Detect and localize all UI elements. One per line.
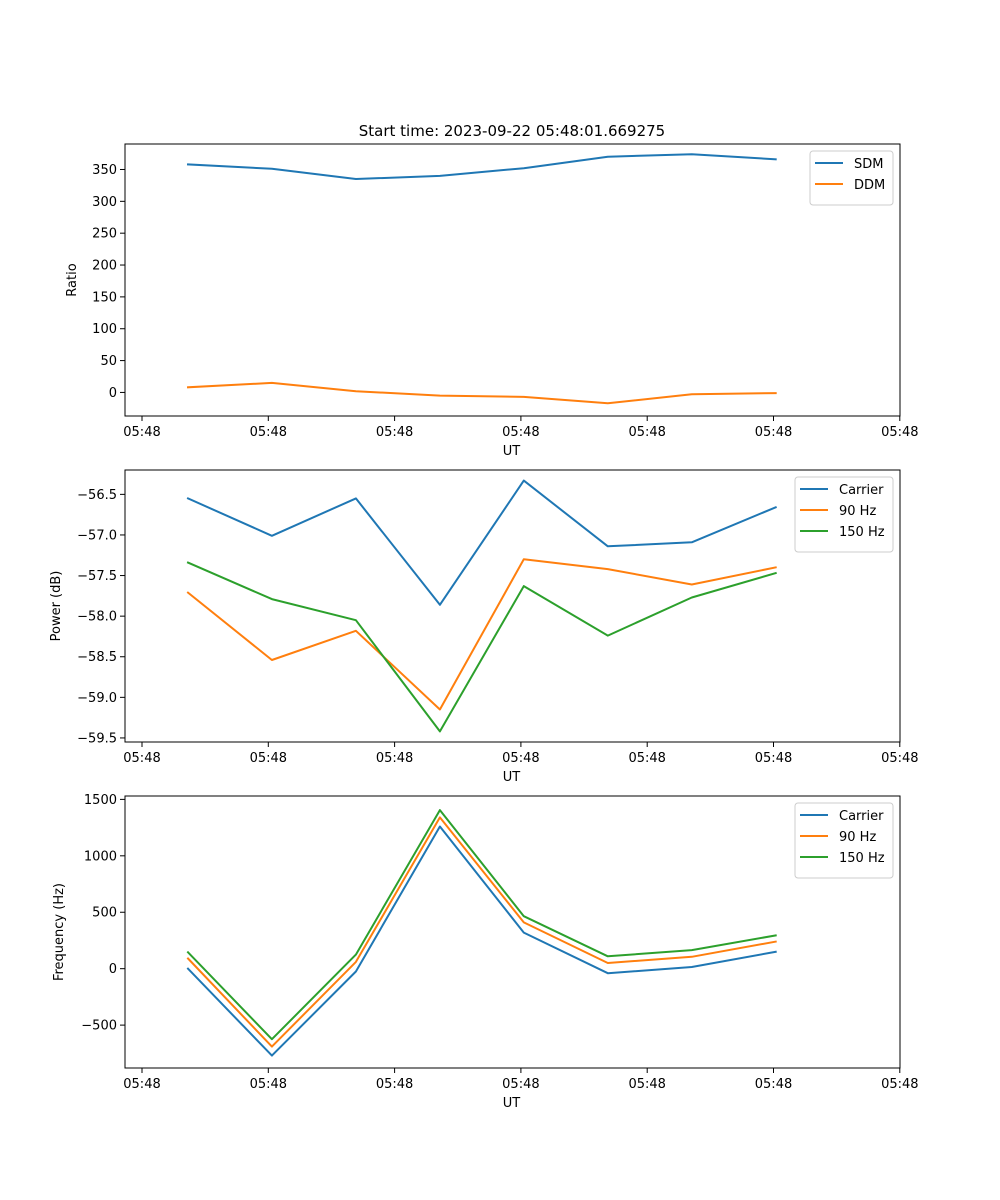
series-line-150-hz (186, 561, 777, 733)
legend-label: DDM (854, 178, 885, 193)
x-tick-label: 05:48 (250, 751, 287, 766)
y-tick-label: −58.5 (77, 650, 117, 665)
y-tick-label: 200 (92, 259, 117, 274)
series-line-90-hz (186, 816, 777, 1048)
y-tick-label: 250 (92, 227, 117, 242)
y-tick-label: 150 (92, 290, 117, 305)
x-tick-label: 05:48 (755, 425, 792, 440)
x-tick-label: 05:48 (881, 425, 918, 440)
y-tick-label: −57.0 (77, 528, 117, 543)
axes-frame (124, 143, 901, 417)
x-tick-label: 05:48 (376, 1077, 413, 1092)
x-tick-label: 05:48 (502, 751, 539, 766)
x-tick-label: 05:48 (628, 425, 665, 440)
series-line-ddm (186, 381, 777, 405)
series-line-90-hz (186, 558, 777, 711)
frequency-panel: 05:4805:4805:4805:4805:4805:4805:4805:49… (52, 793, 919, 1111)
y-tick-label: −58.0 (77, 610, 117, 625)
x-tick-label: 05:48 (123, 425, 160, 440)
x-tick-label: 05:48 (881, 751, 918, 766)
y-tick-label: 300 (92, 195, 117, 210)
legend-label: 150 Hz (839, 525, 885, 540)
legend-label: 90 Hz (839, 830, 876, 845)
legend-label: SDM (854, 157, 883, 172)
x-tick-label: 05:48 (250, 425, 287, 440)
axes-frame (124, 795, 901, 1069)
series-line-carrier (186, 479, 778, 606)
x-tick-label: 05:48 (376, 425, 413, 440)
figure-title: Start time: 2023-09-22 05:48:01.669275 (359, 122, 665, 140)
x-tick-label: 05:48 (250, 1077, 287, 1092)
y-tick-label: 0 (109, 386, 117, 401)
legend-label: 150 Hz (839, 851, 885, 866)
y-tick-label: 0 (109, 962, 117, 977)
legend-label: Carrier (839, 483, 884, 498)
y-tick-label: −59.5 (77, 731, 117, 746)
y-tick-label: 1000 (84, 849, 117, 864)
series-line-carrier (186, 825, 777, 1057)
series-line-150-hz (186, 809, 777, 1041)
x-tick-label: 05:48 (376, 751, 413, 766)
x-tick-label: 05:48 (755, 1077, 792, 1092)
x-axis-label: UT (503, 1096, 521, 1111)
y-tick-label: 1500 (84, 793, 117, 808)
power-panel: 05:4805:4805:4805:4805:4805:4805:4805:49… (49, 469, 919, 785)
y-tick-label: 350 (92, 163, 117, 178)
legend-label: Carrier (839, 809, 884, 824)
x-tick-label: 05:48 (502, 425, 539, 440)
y-tick-label: 50 (100, 354, 117, 369)
x-tick-label: 05:48 (755, 751, 792, 766)
x-tick-label: 05:48 (502, 1077, 539, 1092)
x-axis-label: UT (503, 444, 521, 459)
y-tick-label: 100 (92, 322, 117, 337)
y-tick-label: −59.0 (77, 691, 117, 706)
legend-label: 90 Hz (839, 504, 876, 519)
legend: Carrier 90 Hz 150 Hz (794, 476, 894, 553)
x-tick-label: 05:48 (123, 1077, 160, 1092)
y-axis-label: Power (dB) (49, 571, 64, 642)
x-tick-label: 05:48 (123, 751, 160, 766)
legend-box (794, 476, 894, 553)
y-tick-label: −57.5 (77, 569, 117, 584)
y-tick-label: −500 (81, 1019, 117, 1034)
y-tick-label: 500 (92, 906, 117, 921)
legend-box (794, 802, 894, 879)
y-axis-label: Ratio (65, 263, 80, 296)
axes-frame (124, 469, 901, 743)
legend-box (809, 150, 894, 206)
legend: SDM DDM (809, 150, 894, 206)
x-tick-label: 05:48 (628, 751, 665, 766)
series-line-sdm (186, 153, 777, 180)
x-axis-label: UT (503, 770, 521, 785)
legend: Carrier 90 Hz 150 Hz (794, 802, 894, 879)
ratio-panel: 05:4805:4805:4805:4805:4805:4805:4805:49… (65, 143, 919, 459)
x-tick-label: 05:48 (881, 1077, 918, 1092)
y-axis-label: Frequency (Hz) (52, 883, 67, 981)
y-tick-label: −56.5 (77, 488, 117, 503)
x-tick-label: 05:48 (628, 1077, 665, 1092)
